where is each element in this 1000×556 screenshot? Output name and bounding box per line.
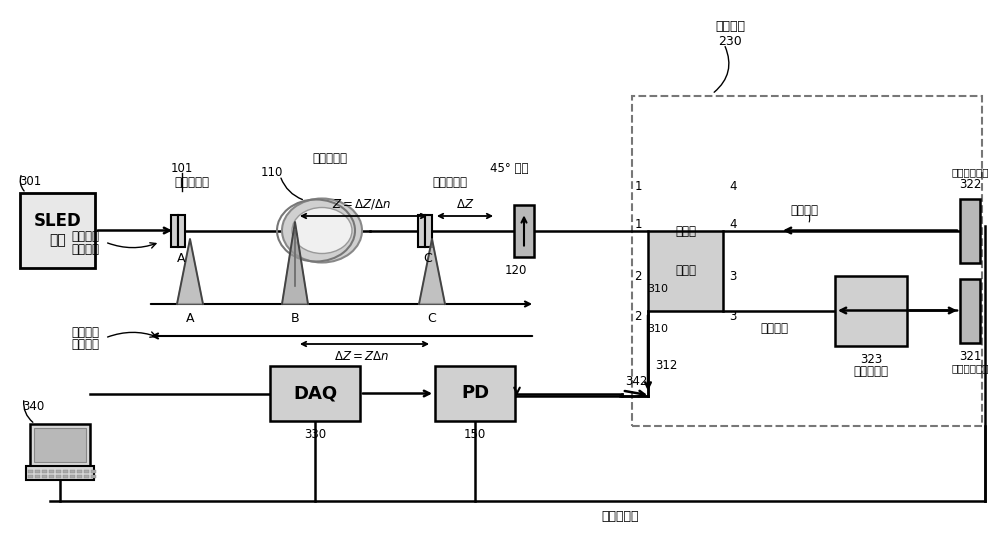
Text: 保偏光纤环: 保偏光纤环 xyxy=(312,152,348,165)
Bar xyxy=(514,205,534,256)
Text: 第一光路: 第一光路 xyxy=(760,322,788,335)
Text: 延迟器控制: 延迟器控制 xyxy=(601,510,639,524)
Text: 第二光路: 第二光路 xyxy=(790,204,818,217)
Bar xyxy=(30,424,90,466)
Bar xyxy=(28,470,33,473)
Text: 光源: 光源 xyxy=(49,234,66,247)
Text: 初始偏振: 初始偏振 xyxy=(71,230,99,242)
Text: A: A xyxy=(186,311,194,325)
Text: 1: 1 xyxy=(634,180,642,192)
Text: 310: 310 xyxy=(648,324,668,334)
Polygon shape xyxy=(419,239,445,304)
Text: 4: 4 xyxy=(729,180,737,192)
Bar xyxy=(35,475,40,478)
Bar xyxy=(84,475,89,478)
Text: 45° 对轴: 45° 对轴 xyxy=(490,162,528,175)
Text: 322: 322 xyxy=(959,178,981,191)
Bar xyxy=(77,475,82,478)
Text: $\Delta Z$: $\Delta Z$ xyxy=(456,197,474,211)
Text: 310: 310 xyxy=(648,284,668,294)
Bar xyxy=(91,475,96,478)
Bar xyxy=(34,428,86,462)
Bar xyxy=(84,470,89,473)
Text: 120: 120 xyxy=(505,264,527,277)
Text: 340: 340 xyxy=(22,400,44,413)
Text: 耦合器: 耦合器 xyxy=(675,225,696,237)
Text: 耦合器: 耦合器 xyxy=(675,264,696,277)
Text: 342: 342 xyxy=(625,375,647,388)
Text: 2: 2 xyxy=(634,270,642,282)
Text: 输入连接器: 输入连接器 xyxy=(175,176,210,189)
Bar xyxy=(632,96,982,426)
Bar xyxy=(49,475,54,478)
Text: （慢轴）: （慢轴） xyxy=(71,242,99,256)
Bar xyxy=(270,366,360,421)
Text: $\Delta Z = Z\Delta n$: $\Delta Z = Z\Delta n$ xyxy=(334,350,390,363)
Bar xyxy=(835,276,907,345)
Text: 101: 101 xyxy=(171,162,193,175)
Polygon shape xyxy=(282,222,308,304)
Text: PD: PD xyxy=(461,385,489,403)
Text: 诱发偏振: 诱发偏振 xyxy=(71,325,99,339)
Text: B: B xyxy=(291,311,299,325)
Bar xyxy=(28,475,33,478)
Text: 323: 323 xyxy=(860,353,882,366)
Bar xyxy=(425,215,432,246)
Text: 150: 150 xyxy=(464,428,486,440)
Bar xyxy=(56,475,61,478)
Text: 可调延迟器: 可调延迟器 xyxy=(854,365,889,378)
Text: DAQ: DAQ xyxy=(293,385,337,403)
Bar xyxy=(49,470,54,473)
Text: 230: 230 xyxy=(718,34,742,47)
Text: 法拉第反射鸟: 法拉第反射鸟 xyxy=(951,364,989,374)
Bar xyxy=(26,466,94,480)
Text: A: A xyxy=(177,252,185,265)
Text: 2: 2 xyxy=(634,310,642,323)
Bar xyxy=(42,475,47,478)
Bar xyxy=(42,470,47,473)
Bar xyxy=(70,475,75,478)
Text: C: C xyxy=(428,311,436,325)
Polygon shape xyxy=(177,239,203,304)
Text: 法拉第反射鸟: 法拉第反射鸟 xyxy=(951,167,989,177)
Text: 321: 321 xyxy=(959,350,981,363)
Bar xyxy=(70,470,75,473)
Text: 3: 3 xyxy=(729,270,737,282)
Bar xyxy=(77,470,82,473)
Bar xyxy=(35,470,40,473)
Text: 312: 312 xyxy=(655,359,677,372)
Bar xyxy=(56,470,61,473)
Text: 3: 3 xyxy=(729,310,737,323)
Text: 110: 110 xyxy=(261,166,283,179)
Bar xyxy=(960,279,980,342)
Text: C: C xyxy=(424,252,432,265)
Text: （快轴）: （快轴） xyxy=(71,339,99,351)
Bar xyxy=(20,193,95,268)
Text: 4: 4 xyxy=(729,218,737,231)
Ellipse shape xyxy=(282,198,362,262)
Text: 输出连接器: 输出连接器 xyxy=(432,176,468,189)
Text: 1: 1 xyxy=(634,218,642,231)
Bar xyxy=(63,470,68,473)
Text: $Z = \Delta Z/\Delta n$: $Z = \Delta Z/\Delta n$ xyxy=(332,197,392,211)
Bar xyxy=(435,366,515,421)
Text: SLED: SLED xyxy=(34,211,81,230)
Text: 330: 330 xyxy=(304,428,326,440)
Ellipse shape xyxy=(292,207,352,254)
Bar xyxy=(91,470,96,473)
Bar xyxy=(648,231,723,310)
Bar xyxy=(171,215,178,246)
Bar xyxy=(63,475,68,478)
Text: 光干涉价: 光干涉价 xyxy=(715,19,745,32)
Bar xyxy=(418,215,425,246)
Bar xyxy=(178,215,185,246)
Text: 301: 301 xyxy=(19,175,41,187)
Bar xyxy=(960,198,980,262)
